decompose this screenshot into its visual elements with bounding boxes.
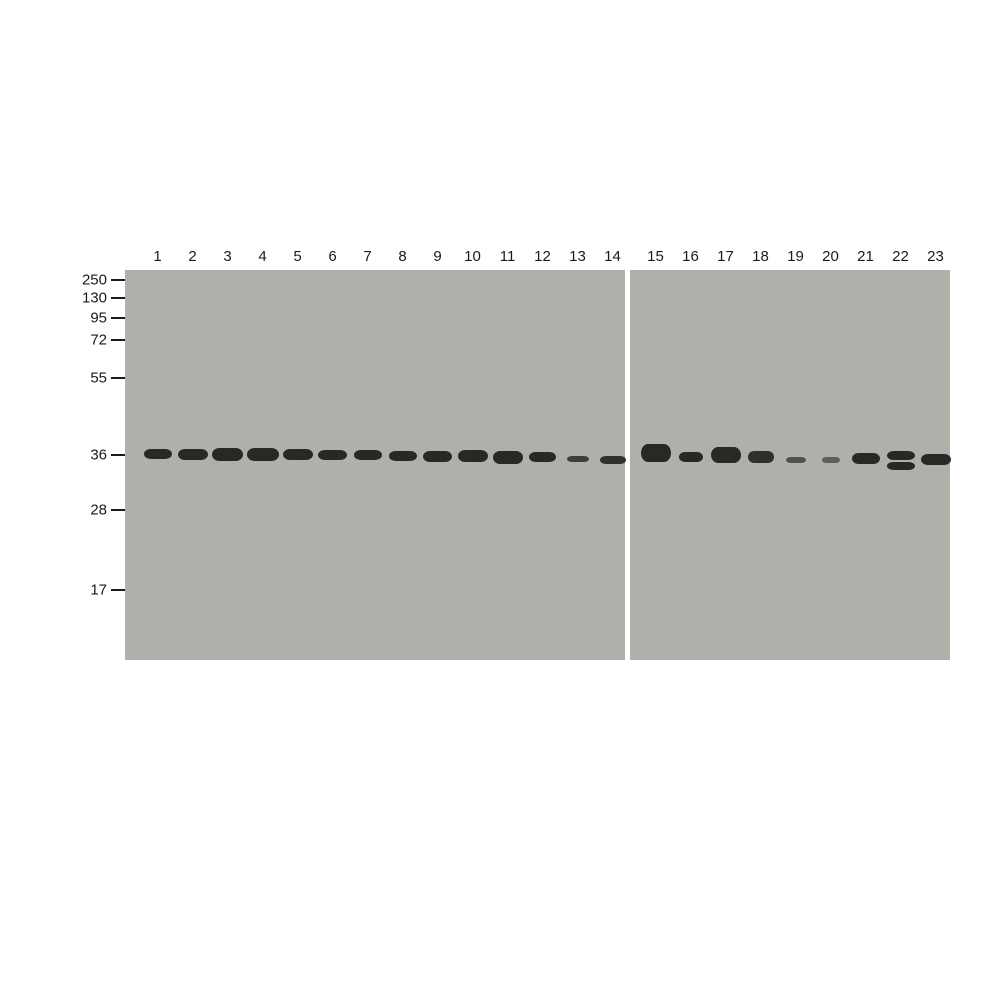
lane-label: 18	[752, 248, 769, 265]
lane-label: 6	[328, 248, 336, 265]
lane-label: 23	[927, 248, 944, 265]
protein-band	[567, 456, 589, 462]
lane-labels-right: 15 16 17 18 19 20 21 22 23	[630, 248, 950, 268]
mw-marker-label: 17	[90, 582, 107, 599]
lane-label: 4	[258, 248, 266, 265]
protein-band	[178, 449, 208, 460]
lane-label: 3	[223, 248, 231, 265]
lane-label: 9	[433, 248, 441, 265]
mw-marker-label: 95	[90, 310, 107, 327]
western-blot-figure: 250130 95 72 55 36 28 17 1234567891011121314 1…	[55, 270, 925, 690]
protein-band	[423, 451, 452, 462]
lane-label: 15	[647, 248, 664, 265]
lane-label: 2	[188, 248, 196, 265]
protein-band	[354, 450, 382, 460]
lane-label: 12	[534, 248, 551, 265]
lane-label: 11	[500, 248, 516, 265]
protein-band	[493, 451, 523, 464]
protein-band	[641, 444, 671, 462]
lane-label: 16	[682, 248, 699, 265]
protein-band	[600, 456, 626, 464]
protein-band	[679, 452, 703, 462]
blot-panel-right: 151617181920212223	[630, 270, 950, 660]
mw-marker-tick	[111, 297, 125, 299]
mw-marker-tick	[111, 279, 125, 281]
mw-marker-tick	[111, 454, 125, 456]
mw-marker-tick	[111, 589, 125, 591]
protein-band	[786, 457, 806, 463]
molecular-weight-ladder: 250130 95 72 55 36 28 17	[67, 270, 127, 660]
protein-band	[212, 448, 243, 461]
mw-marker-label: 250	[82, 272, 107, 289]
mw-marker-label: 55	[90, 370, 107, 387]
lane-label: 10	[464, 248, 481, 265]
lane-label: 22	[892, 248, 909, 265]
protein-band	[921, 454, 951, 465]
mw-marker-tick	[111, 339, 125, 341]
lane-label: 8	[398, 248, 406, 265]
protein-band	[389, 451, 417, 461]
protein-band	[822, 457, 840, 463]
mw-marker-label: 36	[90, 447, 107, 464]
protein-band	[247, 448, 279, 461]
mw-marker-tick	[111, 377, 125, 379]
protein-band	[529, 452, 556, 462]
lane-label: 19	[787, 248, 804, 265]
protein-band	[144, 449, 172, 459]
blot-panel-left: 1234567891011121314	[125, 270, 625, 660]
lane-label: 14	[604, 248, 621, 265]
lane-label: 20	[822, 248, 839, 265]
protein-band	[711, 447, 741, 463]
lane-labels-left: 1234567891011121314	[125, 248, 625, 268]
protein-band	[852, 453, 880, 464]
mw-marker-label: 28	[90, 502, 107, 519]
protein-band	[318, 450, 347, 460]
mw-marker-label: 72	[90, 332, 107, 349]
lane-label: 1	[153, 248, 161, 265]
protein-band	[887, 451, 915, 460]
mw-marker-tick	[111, 509, 125, 511]
lane-label: 21	[857, 248, 874, 265]
protein-band	[887, 462, 915, 470]
protein-band	[458, 450, 488, 462]
lane-label: 17	[717, 248, 734, 265]
protein-band	[283, 449, 313, 460]
mw-marker-tick	[111, 317, 125, 319]
lane-label: 13	[569, 248, 586, 265]
lane-label: 7	[363, 248, 371, 265]
mw-marker-label: 130	[82, 290, 107, 307]
lane-label: 5	[293, 248, 301, 265]
protein-band	[748, 451, 774, 463]
